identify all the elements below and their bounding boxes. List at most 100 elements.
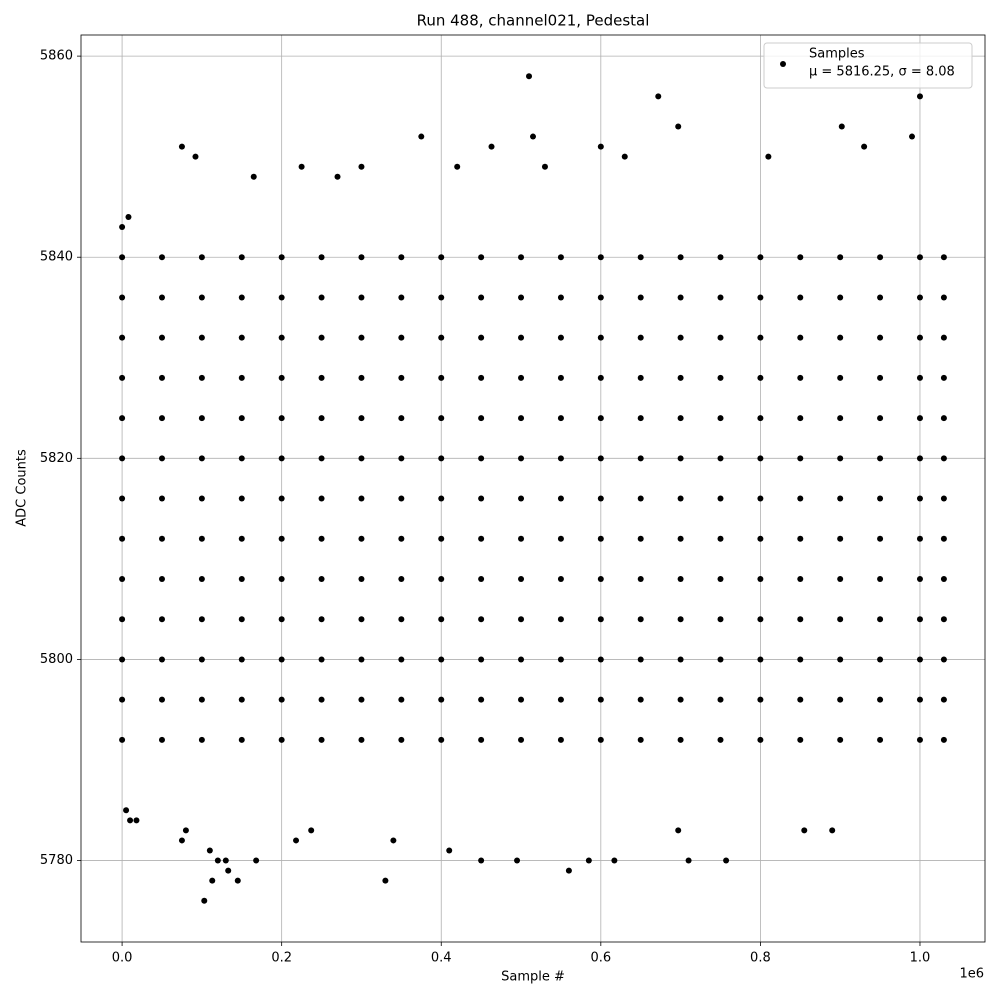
point [797, 535, 804, 542]
point [637, 294, 644, 301]
point [438, 254, 445, 261]
point [478, 857, 485, 864]
point [478, 455, 485, 462]
point [597, 374, 604, 381]
point [206, 847, 213, 854]
point [398, 294, 405, 301]
point [438, 334, 445, 341]
point [940, 254, 947, 261]
point [123, 807, 130, 814]
point [597, 616, 604, 623]
point [318, 455, 325, 462]
point [278, 696, 285, 703]
point [438, 415, 445, 422]
point [518, 334, 525, 341]
point [438, 575, 445, 582]
point [557, 616, 564, 623]
point [278, 374, 285, 381]
point [677, 374, 684, 381]
point [597, 495, 604, 502]
point [238, 455, 245, 462]
x-tick-label: 0.2 [271, 951, 292, 966]
x-axis-label: Sample # [501, 970, 565, 985]
point [797, 575, 804, 582]
point [158, 736, 165, 743]
point [358, 294, 365, 301]
point [382, 877, 389, 884]
point [597, 455, 604, 462]
point [478, 374, 485, 381]
point [390, 837, 397, 844]
point [797, 736, 804, 743]
point [238, 415, 245, 422]
point [916, 294, 923, 301]
point [119, 656, 126, 663]
legend-box [763, 42, 973, 89]
point [940, 736, 947, 743]
point [940, 294, 947, 301]
point [916, 535, 923, 542]
point [837, 374, 844, 381]
point [119, 415, 126, 422]
point [238, 374, 245, 381]
point [717, 294, 724, 301]
point [597, 696, 604, 703]
point [916, 334, 923, 341]
point [940, 495, 947, 502]
point [308, 827, 315, 834]
point [318, 535, 325, 542]
point [637, 696, 644, 703]
point [318, 616, 325, 623]
point [677, 616, 684, 623]
point [488, 143, 495, 150]
point [908, 133, 915, 140]
point [514, 857, 521, 864]
point [446, 847, 453, 854]
point [278, 455, 285, 462]
point [717, 535, 724, 542]
point [717, 575, 724, 582]
point [158, 374, 165, 381]
point [637, 736, 644, 743]
point [298, 163, 305, 170]
point [597, 254, 604, 261]
point [198, 294, 205, 301]
point [278, 294, 285, 301]
point [478, 616, 485, 623]
point [358, 455, 365, 462]
point [119, 495, 126, 502]
point [829, 827, 836, 834]
point [278, 254, 285, 261]
point [119, 224, 126, 231]
point [438, 374, 445, 381]
point [621, 153, 628, 160]
point [557, 334, 564, 341]
point [234, 877, 241, 884]
point [127, 817, 134, 824]
point [637, 415, 644, 422]
point [518, 696, 525, 703]
point [637, 455, 644, 462]
point [597, 656, 604, 663]
point [119, 254, 126, 261]
point [198, 575, 205, 582]
point [723, 857, 730, 864]
point [916, 616, 923, 623]
point [757, 374, 764, 381]
point [178, 837, 185, 844]
point [119, 294, 126, 301]
point [877, 656, 884, 663]
point [398, 254, 405, 261]
point [198, 415, 205, 422]
point [119, 575, 126, 582]
point [278, 616, 285, 623]
point [518, 254, 525, 261]
point [530, 133, 536, 140]
point [398, 415, 405, 422]
point [877, 696, 884, 703]
point [940, 455, 947, 462]
point [198, 696, 205, 703]
point [518, 736, 525, 743]
point [478, 736, 485, 743]
